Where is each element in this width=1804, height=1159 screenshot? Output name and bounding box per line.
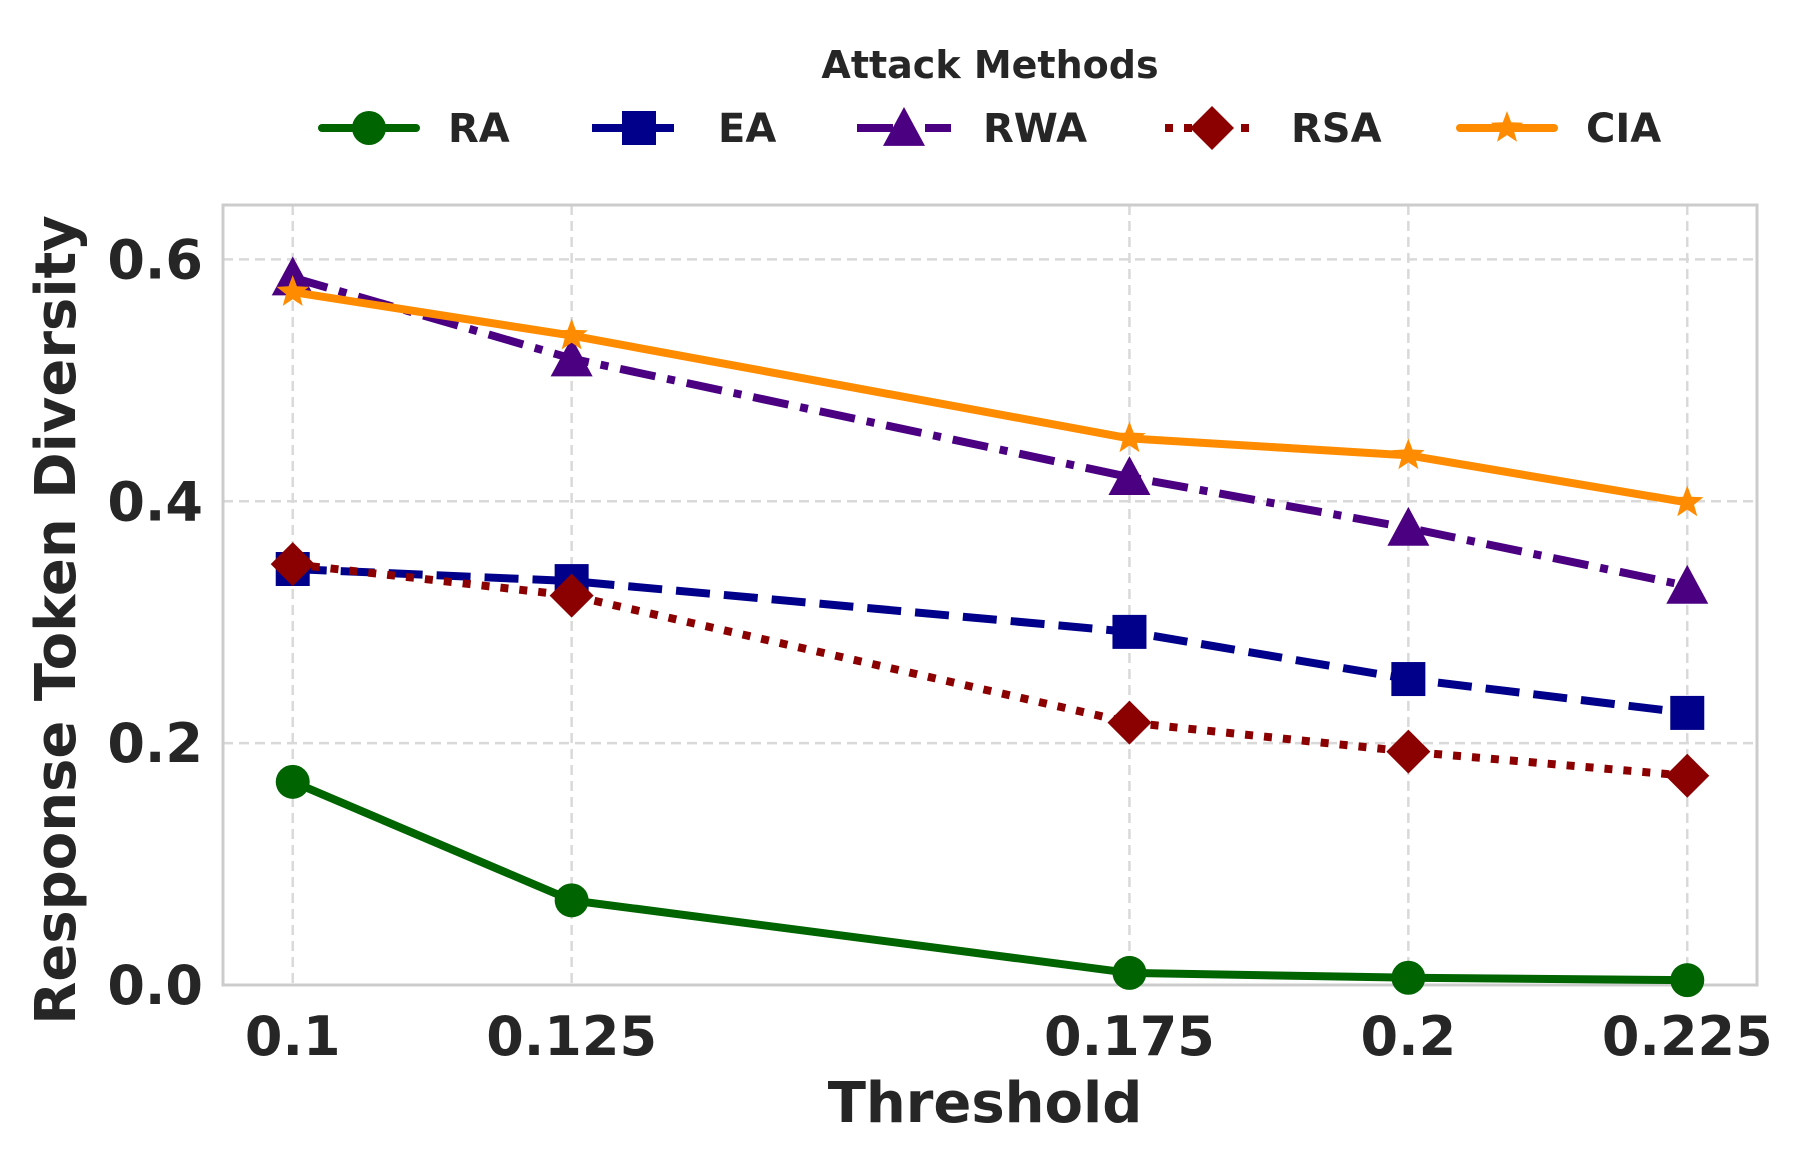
data-point-ea [1670,695,1705,730]
legend-marker-rwa [883,107,925,146]
data-point-rwa [550,337,593,377]
data-point-rwa [1387,506,1430,546]
data-point-rsa [270,542,315,587]
legend-marker-ea [622,111,656,145]
data-point-ra [1670,963,1705,998]
y-tick-label: 0.2 [107,712,203,775]
plot-frame [221,203,1759,987]
data-point-rwa [1666,564,1709,604]
data-point-rsa [1386,729,1431,774]
legend-entries: RA EA RWA RSA CIA [318,106,1661,152]
legend: Attack Methods RA EA RWA RSA CIA [318,43,1661,152]
y-tick-label: 0.6 [107,228,203,291]
legend-marker-cia [1490,111,1524,142]
legend-marker-rsa [1190,106,1234,150]
legend-entry-ea: EA [592,106,776,152]
legend-label-rsa: RSA [1291,106,1382,152]
legend-entry-cia: CIA [1456,106,1661,152]
series-layer [270,256,1710,998]
legend-entry-rsa: RSA [1165,106,1382,152]
y-tick-label: 0.4 [107,470,203,533]
series-cia [276,275,1704,517]
series-ra [275,764,1705,998]
data-point-ra [1112,955,1147,990]
legend-label-rwa: RWA [983,106,1087,152]
data-point-cia [1671,485,1704,517]
data-point-ea [1112,614,1147,649]
data-point-cia [276,275,309,306]
data-point-cia [555,318,588,350]
data-point-rsa [549,573,594,618]
legend-entry-rwa: RWA [857,106,1087,152]
legend-marker-ra [352,111,386,145]
data-point-cia [1392,438,1425,470]
x-tick-label: 0.1 [245,1005,341,1068]
data-point-ra [554,883,589,918]
data-point-rsa [1107,700,1152,745]
y-axis-label: Response Token Diversity [24,215,89,1025]
x-tick-label: 0.2 [1361,1005,1457,1068]
legend-entry-ra: RA [318,106,510,152]
data-point-cia [1113,421,1146,453]
data-point-rsa [1665,753,1710,798]
legend-title: Attack Methods [821,43,1158,87]
legend-label-ra: RA [448,106,510,152]
data-point-ea [1391,662,1426,697]
x-axis-label: Threshold [828,1071,1143,1136]
x-tick-label: 0.175 [1044,1005,1215,1068]
data-point-ra [275,764,310,799]
legend-label-cia: CIA [1586,106,1661,152]
x-tick-label: 0.225 [1602,1005,1773,1068]
x-tick-label: 0.125 [486,1005,657,1068]
tick-labels: 0.1 0.125 0.175 0.2 0.225 0.0 0.2 0.4 0.6 [107,228,1772,1068]
series-rsa [270,542,1710,798]
series-line-rwa [291,273,1689,590]
data-point-rwa [1108,456,1151,495]
legend-label-ea: EA [718,106,776,152]
y-tick-label: 0.0 [107,954,203,1017]
data-point-ra [1391,960,1426,995]
